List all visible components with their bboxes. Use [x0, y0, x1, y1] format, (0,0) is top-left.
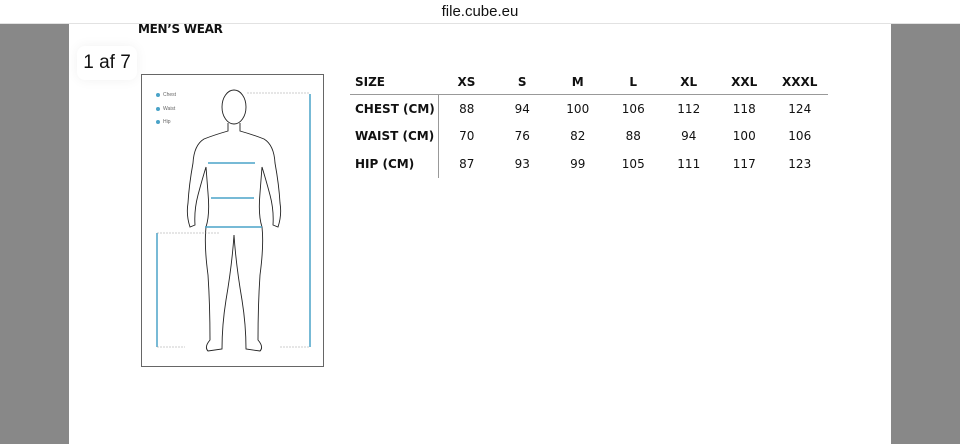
table-cell: 123 — [788, 156, 812, 171]
column-header: M — [550, 70, 606, 95]
dot-icon — [156, 92, 160, 97]
row-label: HIP (CM) — [350, 150, 439, 178]
legend-chest: Chest — [156, 92, 176, 98]
table-cell: 94 — [514, 101, 530, 116]
table-cell: 105 — [621, 156, 645, 171]
address-bar[interactable]: file.cube.eu — [0, 0, 960, 24]
table-cell: 100 — [566, 101, 590, 116]
column-header: XL — [661, 70, 717, 95]
table-cell: 112 — [677, 101, 701, 116]
table-cell: 117 — [732, 156, 756, 171]
column-header: XXXL — [772, 70, 828, 95]
page-title: MEN’S WEAR — [138, 22, 223, 36]
table-row: HIP (CM) 87 93 99 105 111 117 123 — [350, 150, 828, 178]
table-cell: 76 — [514, 129, 530, 144]
table-cell: 99 — [570, 156, 586, 171]
table-cell: 88 — [459, 101, 475, 116]
body-measurement-figure: Chest Waist Hip — [141, 74, 324, 367]
column-header: L — [605, 70, 661, 95]
table-row: CHEST (CM) 88 94 100 106 112 118 124 — [350, 94, 828, 123]
dot-icon — [156, 106, 160, 111]
table-header-row: SIZE XS S M L XL XXL XXXL — [350, 70, 828, 95]
table-cell: 106 — [788, 129, 812, 144]
url-text: file.cube.eu — [441, 3, 519, 20]
table-cell: 88 — [625, 129, 641, 144]
size-table: SIZE XS S M L XL XXL XXXL CHEST (CM) 88 … — [350, 70, 828, 178]
table-cell: 82 — [570, 129, 586, 144]
legend-waist: Waist — [156, 106, 175, 112]
body-outline-icon — [156, 89, 311, 352]
column-header: XS — [438, 70, 495, 95]
column-header: XXL — [716, 70, 772, 95]
dot-icon — [156, 119, 160, 124]
table-row: WAIST (CM) 70 76 82 88 94 100 106 — [350, 122, 828, 150]
table-cell: 118 — [732, 101, 756, 116]
table-cell: 93 — [514, 156, 530, 171]
table-cell: 94 — [681, 129, 697, 144]
legend-hip: Hip — [156, 119, 171, 125]
row-label: WAIST (CM) — [350, 122, 439, 150]
table-cell: 111 — [677, 156, 701, 171]
table-cell: 70 — [459, 129, 475, 144]
table-cell: 106 — [621, 101, 645, 116]
table-cell: 100 — [732, 129, 756, 144]
row-label: CHEST (CM) — [350, 94, 439, 123]
page-indicator: 1 af 7 — [77, 46, 137, 80]
column-header: SIZE — [350, 70, 439, 95]
column-header: S — [494, 70, 550, 95]
table-cell: 87 — [459, 156, 475, 171]
table-cell: 124 — [788, 101, 812, 116]
